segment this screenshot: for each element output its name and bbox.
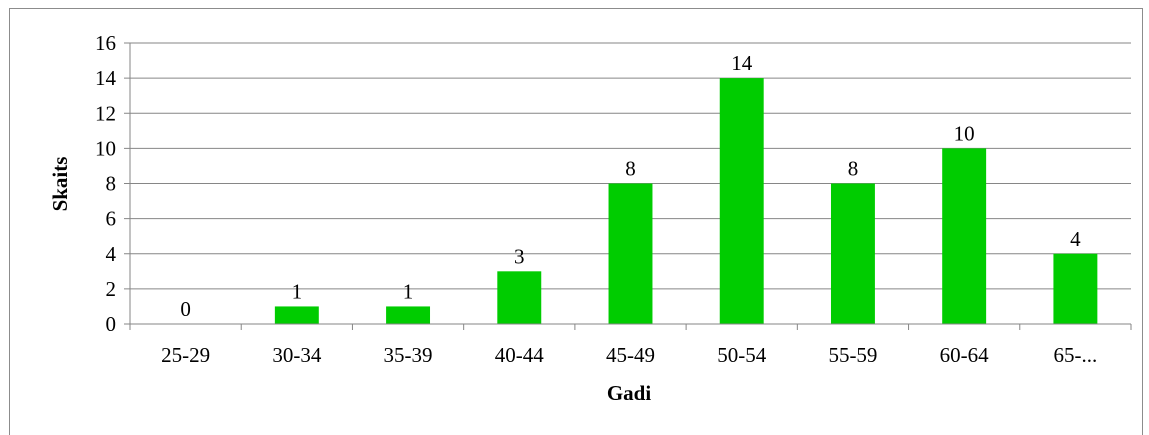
data-labels: 0 1 1 3 8 14 8 10 4 xyxy=(180,51,1081,321)
x-tick-labels: 25-29 30-34 35-39 40-44 45-49 50-54 55-59 60-64… xyxy=(161,343,1097,367)
x-axis-title: Gadi xyxy=(607,381,652,405)
bar xyxy=(386,306,431,324)
bar xyxy=(1053,253,1098,324)
x-tick-label: 25-29 xyxy=(161,343,210,367)
bar xyxy=(274,306,319,324)
data-label: 10 xyxy=(954,121,975,145)
y-axis-title: Skaits xyxy=(48,157,72,212)
bar xyxy=(497,271,542,324)
data-label: 1 xyxy=(403,279,414,303)
bars xyxy=(274,78,1098,324)
bar xyxy=(719,78,764,324)
y-tick-label: 16 xyxy=(95,31,116,55)
x-tick-label: 55-59 xyxy=(828,343,877,367)
y-tick-label: 12 xyxy=(95,101,116,125)
y-tick-label: 8 xyxy=(106,172,117,196)
y-tick-label: 0 xyxy=(106,312,117,336)
data-label: 8 xyxy=(625,157,636,181)
x-tick-label: 65-... xyxy=(1054,343,1098,367)
data-label: 0 xyxy=(180,297,191,321)
bar xyxy=(608,183,653,324)
data-label: 3 xyxy=(514,244,525,268)
x-tick-label: 30-34 xyxy=(272,343,321,367)
x-tick-label: 35-39 xyxy=(384,343,433,367)
bar xyxy=(830,183,875,324)
y-tick-label: 2 xyxy=(106,277,117,301)
y-tick-labels: 0 2 4 6 8 10 12 14 16 xyxy=(95,31,117,336)
y-tick-label: 4 xyxy=(106,242,117,266)
x-tick-label: 60-64 xyxy=(940,343,989,367)
y-tick-label: 10 xyxy=(95,136,116,160)
bar xyxy=(942,148,987,324)
data-label: 4 xyxy=(1070,227,1081,251)
y-tick-label: 6 xyxy=(106,207,117,231)
x-tick-label: 45-49 xyxy=(606,343,655,367)
data-label: 14 xyxy=(731,51,753,75)
data-label: 8 xyxy=(848,157,859,181)
data-label: 1 xyxy=(292,279,303,303)
x-tick-label: 50-54 xyxy=(717,343,766,367)
y-tick-label: 14 xyxy=(95,66,117,90)
axes xyxy=(124,42,1132,330)
x-tick-label: 40-44 xyxy=(495,343,544,367)
